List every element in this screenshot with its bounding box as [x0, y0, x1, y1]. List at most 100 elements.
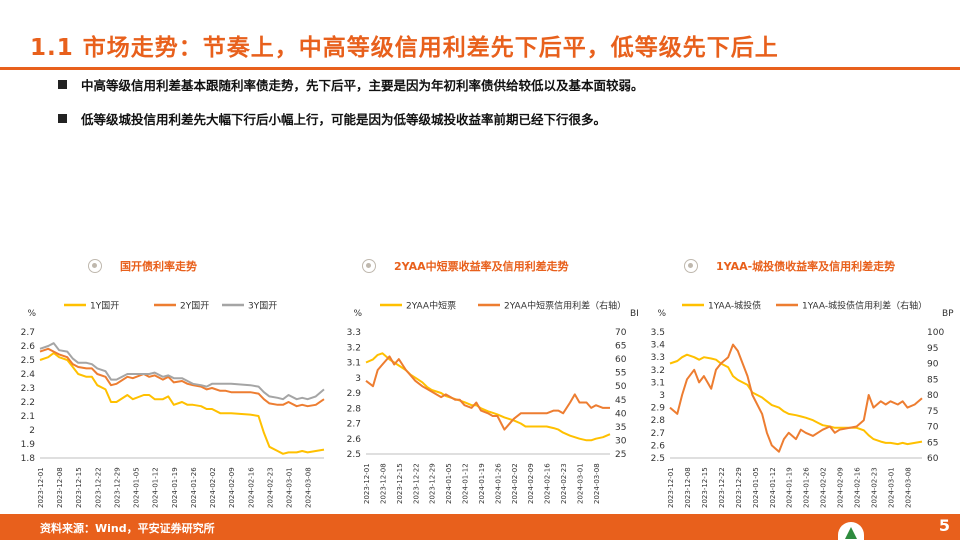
x-tick-label: 2023-12-08 [379, 463, 387, 504]
y-tick-label: 2.9 [651, 404, 666, 414]
x-tick-label: 2023-12-29 [113, 467, 121, 508]
bullet-2-text: 低等级城投信用利差先大幅下行后小幅上行，可能是因为低等级城投收益率前期已经下行很… [81, 112, 607, 127]
legend-label: 3Y国开 [248, 301, 277, 312]
y-tick-label: 2 [29, 426, 35, 436]
x-tick-label: 2024-01-05 [445, 463, 453, 504]
y2-unit-label: BP [942, 309, 954, 319]
y-tick-label: 3.3 [651, 353, 665, 363]
y-unit-label: % [657, 309, 666, 319]
y2-tick-label: 50 [615, 382, 627, 392]
x-tick-label: 2023-12-29 [735, 467, 743, 508]
x-tick-label: 2024-03-01 [888, 467, 896, 508]
y-tick-label: 3.1 [651, 378, 665, 388]
y-unit-label: % [353, 309, 362, 319]
series-line [39, 347, 325, 408]
series-line [365, 355, 610, 431]
x-tick-label: 2023-12-15 [75, 467, 83, 508]
x-tick-label: 2024-01-26 [190, 467, 198, 508]
y-tick-label: 3 [355, 374, 361, 384]
x-tick-label: 2024-01-19 [786, 467, 794, 508]
x-tick-label: 2024-02-23 [871, 467, 879, 508]
y-tick-label: 2.6 [21, 342, 36, 352]
y2-tick-label: 85 [927, 375, 938, 385]
x-tick-label: 2024-02-02 [511, 463, 519, 504]
y2-tick-label: 40 [615, 409, 627, 419]
x-tick-label: 2024-02-16 [854, 467, 862, 508]
chart-3: % BP 1YAA-城投债 1YAA-城投债信用利差（右轴） 2.5 2.6 2.7 2.8 2… [651, 300, 955, 509]
x-tick-label: 2023-12-29 [429, 463, 437, 504]
x-tick-label: 2023-12-01 [37, 467, 45, 508]
bullet-square-icon [58, 80, 67, 89]
y2-tick-label: 60 [615, 355, 627, 365]
x-tick-label: 2023-12-08 [684, 467, 692, 508]
y-tick-label: 3.5 [651, 328, 665, 338]
y-tick-label: 2.3 [21, 384, 35, 394]
y2-tick-label: 80 [927, 391, 939, 401]
y2-tick-label: 25 [615, 450, 626, 460]
x-tick-label: 2023-12-15 [701, 467, 709, 508]
legend-label: 1Y国开 [90, 301, 119, 312]
chart-2-title: 2YAA中短票收益率及信用利差走势 [362, 258, 569, 274]
y2-tick-label: 45 [615, 396, 626, 406]
x-tick-label: 2023-12-22 [94, 467, 102, 508]
y2-tick-label: 100 [927, 328, 944, 338]
series-line [39, 352, 325, 455]
x-tick-label: 2023-12-22 [718, 467, 726, 508]
chart-2: % BP 2YAA中短票 2YAA中短票信用利差（右轴） 2.5 2.6 2.7 2.8 2.9… [347, 300, 638, 505]
y-tick-label: 2.7 [21, 328, 35, 338]
x-tick-label: 2024-03-08 [904, 467, 912, 508]
y-tick-label: 3 [659, 391, 665, 401]
y-tick-label: 3.3 [347, 328, 361, 338]
x-tick-label: 2024-02-23 [266, 467, 274, 508]
y2-unit-label: BP [630, 309, 638, 319]
y2-tick-label: 35 [615, 423, 626, 433]
x-tick-label: 2023-12-01 [363, 463, 371, 504]
y-tick-label: 2.4 [21, 370, 36, 380]
x-tick-label: 2024-01-19 [171, 467, 179, 508]
y-tick-label: 2.7 [347, 420, 361, 430]
chart-2-title-text: 2YAA中短票收益率及信用利差走势 [394, 260, 569, 273]
series-line [669, 353, 923, 446]
y-tick-label: 3.2 [651, 366, 665, 376]
y-tick-label: 2.6 [651, 441, 666, 451]
y-unit-label: % [27, 309, 36, 319]
y2-tick-label: 65 [615, 342, 626, 352]
footer-bar [0, 514, 960, 540]
footer-source: 资料来源：Wind，平安证券研究所 [40, 522, 215, 535]
x-tick-label: 2024-01-05 [133, 467, 141, 508]
y2-tick-label: 95 [927, 344, 938, 354]
chart-3-title-text: 1YAA-城投债收益率及信用利差走势 [716, 260, 896, 273]
y-tick-label: 2.7 [651, 429, 665, 439]
legend-label: 2Y国开 [180, 301, 209, 312]
x-tick-label: 2024-02-02 [209, 467, 217, 508]
x-tick-label: 2024-03-08 [305, 467, 313, 508]
bullet-2: 低等级城投信用利差先大幅下行后小幅上行，可能是因为低等级城投收益率前期已经下行很… [58, 109, 606, 128]
target-dot-icon [88, 259, 102, 273]
y-tick-label: 1.8 [21, 454, 36, 464]
bullet-square-icon [58, 114, 67, 123]
series-line [39, 342, 325, 401]
y-tick-label: 3.4 [651, 341, 666, 351]
x-tick-label: 2024-01-19 [478, 463, 486, 504]
y-tick-label: 3.1 [347, 359, 361, 369]
y2-tick-label: 75 [927, 407, 938, 417]
title-rule [0, 67, 960, 70]
y-tick-label: 3.2 [347, 343, 361, 353]
chart-3-title: 1YAA-城投债收益率及信用利差走势 [684, 258, 895, 274]
y-tick-label: 1.9 [21, 440, 36, 450]
y2-tick-label: 90 [927, 360, 939, 370]
y-tick-label: 2.5 [21, 356, 35, 366]
legend-label: 1YAA-城投债信用利差（右轴） [802, 300, 927, 312]
x-tick-label: 2024-01-12 [769, 467, 777, 508]
y-tick-label: 2.2 [21, 398, 35, 408]
x-tick-label: 2024-02-02 [820, 467, 828, 508]
y-tick-label: 2.5 [347, 450, 361, 460]
y2-tick-label: 70 [927, 423, 939, 433]
y2-tick-label: 70 [615, 328, 627, 338]
series-line [669, 343, 923, 453]
chart-1: % 1Y国开 2Y国开 3Y国开 1.8 1.9 2 2.1 2.2 2.3 2.4 2.5 2.6 2.… [21, 301, 325, 508]
y2-tick-label: 55 [615, 369, 626, 379]
x-tick-label: 2024-02-09 [837, 467, 845, 508]
target-dot-icon [362, 259, 376, 273]
bullet-1-text: 中高等级信用利差基本跟随利率债走势，先下后平，主要是因为年初利率债供给较低以及基… [81, 78, 644, 93]
